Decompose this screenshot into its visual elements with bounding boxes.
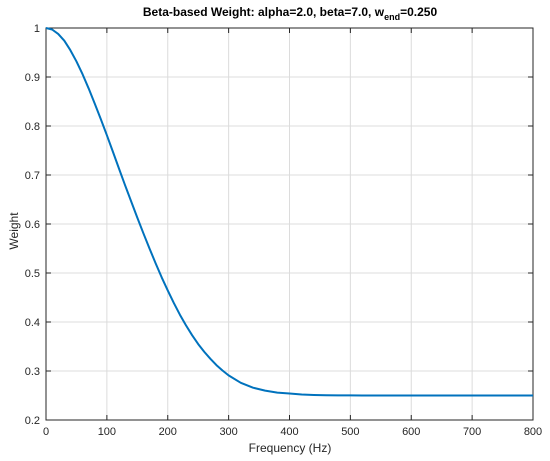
axis-ticks: 0 100 200 300 400 500 600 700 800 0.2 0.3 0.4 0.5 0.6… <box>25 23 542 438</box>
x-tick-label: 0 <box>43 426 49 438</box>
grid <box>45 27 534 421</box>
y-tick-label: 1 <box>34 23 40 35</box>
x-tick-label: 300 <box>219 426 237 438</box>
x-tick-label: 800 <box>524 426 542 438</box>
series-layer <box>45 27 533 397</box>
y-tick-label: 0.8 <box>25 121 40 133</box>
y-tick-label: 0.6 <box>25 219 40 231</box>
y-tick-label: 0.9 <box>25 72 40 84</box>
y-tick-label: 0.3 <box>25 366 40 378</box>
x-tick-label: 500 <box>341 426 359 438</box>
x-tick-label: 200 <box>159 426 177 438</box>
y-axis-label: Weight <box>7 212 21 250</box>
weight-curve <box>45 27 533 397</box>
y-tick-label: 0.7 <box>25 170 40 182</box>
chart-title: Beta-based Weight: alpha=2.0, beta=7.0, … <box>143 5 438 22</box>
x-tick-label: 100 <box>98 426 116 438</box>
y-tick-label: 0.2 <box>25 415 40 427</box>
x-tick-label: 700 <box>463 426 481 438</box>
y-tick-label: 0.5 <box>25 268 40 280</box>
x-tick-label: 600 <box>402 426 420 438</box>
y-tick-label: 0.4 <box>25 317 40 329</box>
x-tick-label: 400 <box>280 426 298 438</box>
x-axis-label: Frequency (Hz) <box>249 441 332 455</box>
